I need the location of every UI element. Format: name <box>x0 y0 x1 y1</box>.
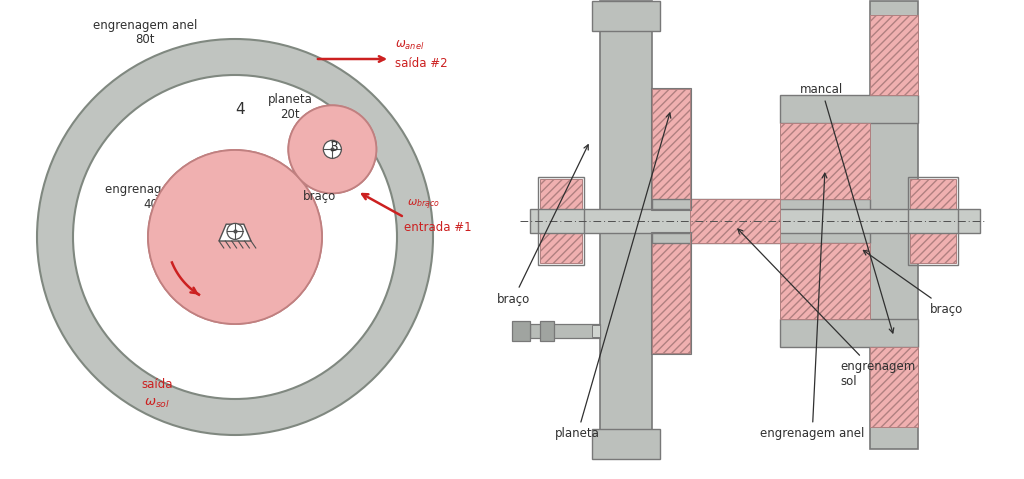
Text: 4: 4 <box>236 102 245 116</box>
Circle shape <box>148 150 322 324</box>
Text: engrenagem anel: engrenagem anel <box>93 19 198 32</box>
Text: engrenagem sol: engrenagem sol <box>105 182 201 195</box>
Bar <box>780 123 870 199</box>
Bar <box>652 233 690 353</box>
Text: 2: 2 <box>202 236 212 254</box>
Text: 40t: 40t <box>143 197 163 210</box>
Bar <box>910 179 956 263</box>
Bar <box>540 179 582 263</box>
Text: entrada #1: entrada #1 <box>404 221 472 234</box>
Text: 20t: 20t <box>281 107 300 121</box>
Circle shape <box>148 150 322 324</box>
Polygon shape <box>228 142 339 244</box>
Text: mancal: mancal <box>800 82 894 333</box>
Circle shape <box>324 140 341 159</box>
Bar <box>538 177 584 265</box>
Bar <box>651 88 691 210</box>
Circle shape <box>73 75 397 399</box>
Text: planeta: planeta <box>555 113 671 441</box>
Text: $\omega_{bra\c{c}o}$: $\omega_{bra\c{c}o}$ <box>408 197 440 211</box>
Bar <box>530 324 600 338</box>
Bar <box>530 209 980 233</box>
Bar <box>592 325 600 337</box>
Bar <box>870 15 918 95</box>
Bar <box>512 321 530 341</box>
Text: 3: 3 <box>330 140 339 154</box>
Bar <box>870 347 918 427</box>
Bar <box>690 199 780 243</box>
Bar <box>780 95 918 123</box>
Circle shape <box>289 105 377 194</box>
Text: braço: braço <box>863 251 964 316</box>
Bar <box>652 199 870 243</box>
Text: saída #2: saída #2 <box>395 57 447 69</box>
Bar <box>870 1 918 449</box>
Text: braço: braço <box>497 145 588 306</box>
Bar <box>600 1 652 459</box>
Text: braço: braço <box>303 190 336 203</box>
Circle shape <box>289 105 377 194</box>
Bar <box>651 232 691 354</box>
Text: $\omega_{sol}$: $\omega_{sol}$ <box>144 397 170 410</box>
Bar <box>592 1 660 31</box>
Text: planeta: planeta <box>267 92 312 105</box>
Bar <box>592 429 660 459</box>
Bar <box>908 177 958 265</box>
Bar <box>780 243 870 319</box>
Text: 80t: 80t <box>135 33 155 46</box>
Bar <box>540 321 554 341</box>
Bar <box>780 319 918 347</box>
Text: engrenagem anel: engrenagem anel <box>760 173 864 441</box>
Text: saída: saída <box>141 378 173 391</box>
Text: engrenagem
sol: engrenagem sol <box>738 229 915 388</box>
Circle shape <box>227 223 243 240</box>
Bar <box>652 89 690 209</box>
Polygon shape <box>219 224 251 241</box>
Text: $\omega_{anel}$: $\omega_{anel}$ <box>395 38 424 52</box>
Circle shape <box>37 39 433 435</box>
